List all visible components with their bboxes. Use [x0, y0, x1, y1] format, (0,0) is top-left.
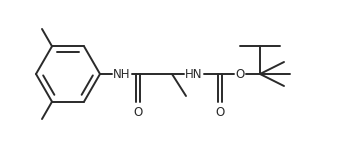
Text: O: O	[133, 106, 143, 119]
Text: NH: NH	[113, 67, 131, 80]
Text: O: O	[235, 67, 245, 80]
Text: HN: HN	[185, 67, 203, 80]
Text: O: O	[215, 106, 225, 119]
